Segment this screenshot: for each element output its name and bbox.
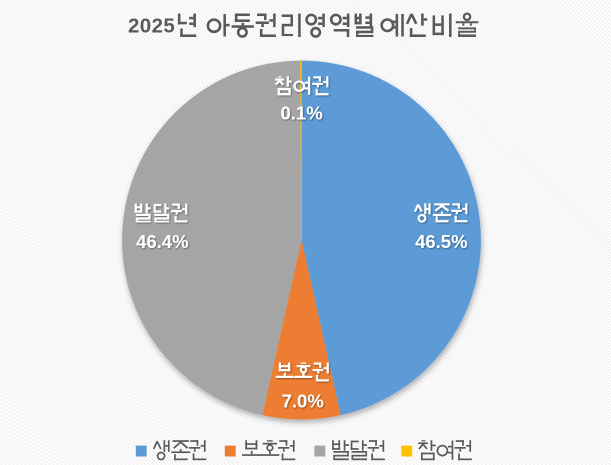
svg-text:7.0%: 7.0% bbox=[282, 391, 324, 412]
svg-text:0.1%: 0.1% bbox=[281, 103, 323, 124]
svg-text:46.4%: 46.4% bbox=[136, 231, 188, 252]
svg-text:2025: 2025 bbox=[128, 15, 175, 38]
svg-text:46.5%: 46.5% bbox=[415, 231, 467, 252]
